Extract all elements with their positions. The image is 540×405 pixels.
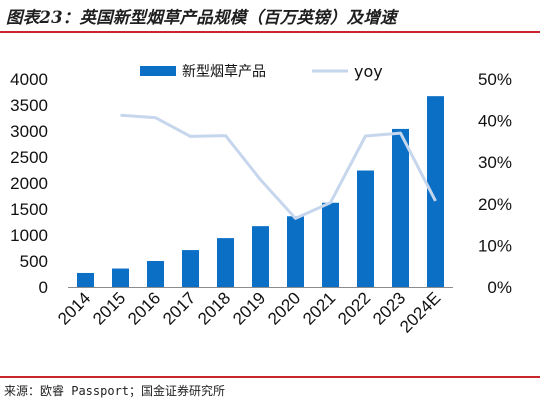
bar xyxy=(182,250,199,287)
x-tick-label: 2024E xyxy=(396,288,444,336)
right-tick-label: 20% xyxy=(478,195,512,214)
x-tick-label: 2017 xyxy=(159,288,199,328)
bar xyxy=(357,170,374,287)
right-tick-label: 0% xyxy=(487,278,512,297)
left-tick-label: 1000 xyxy=(10,226,48,245)
right-tick-label: 50% xyxy=(478,70,512,89)
x-tick-label: 2020 xyxy=(264,288,304,328)
x-tick-label: 2018 xyxy=(194,288,234,328)
bar xyxy=(287,216,304,287)
source-note: 来源：欧睿 Passport；国金证券研究所 xyxy=(4,384,226,398)
left-tick-label: 0 xyxy=(39,278,48,297)
bar xyxy=(392,128,409,287)
left-tick-label: 500 xyxy=(20,252,48,271)
legend-bar-label: 新型烟草产品 xyxy=(182,64,266,80)
left-tick-label: 2500 xyxy=(10,148,48,167)
left-tick-label: 2000 xyxy=(10,174,48,193)
x-tick-label: 2014 xyxy=(54,288,94,328)
left-tick-label: 3000 xyxy=(10,122,48,141)
bar xyxy=(77,272,94,287)
legend-line-label: yoy xyxy=(354,62,383,81)
bar xyxy=(217,238,234,287)
x-tick-label: 2022 xyxy=(334,288,374,328)
right-tick-label: 10% xyxy=(478,236,512,255)
bar-series xyxy=(77,96,444,287)
bar xyxy=(252,226,269,287)
x-tick-label: 2021 xyxy=(299,288,339,328)
legend: 新型烟草产品 yoy xyxy=(140,62,383,81)
left-tick-label: 4000 xyxy=(10,70,48,89)
legend-bar-swatch xyxy=(140,66,176,76)
right-tick-label: 30% xyxy=(478,153,512,172)
left-tick-label: 3500 xyxy=(10,96,48,115)
bar xyxy=(427,96,444,287)
left-tick-label: 1500 xyxy=(10,200,48,219)
x-axis: 2014201520162017201820192020202120222023… xyxy=(54,288,444,336)
right-axis: 0% 10% 20% 30% 40% 50% xyxy=(478,70,512,297)
x-tick-label: 2019 xyxy=(229,288,269,328)
right-tick-label: 40% xyxy=(478,112,512,131)
bar xyxy=(322,202,339,287)
x-tick-label: 2015 xyxy=(89,288,129,328)
line-series xyxy=(120,113,437,220)
yoy-line xyxy=(120,113,437,220)
left-axis: 0 500 1000 1500 2000 2500 3000 3500 4000 xyxy=(10,70,48,297)
footer-divider xyxy=(0,376,540,378)
bar xyxy=(147,261,164,287)
x-tick-label: 2016 xyxy=(124,288,164,328)
title-divider xyxy=(0,31,540,33)
bar xyxy=(112,268,129,287)
chart-title: 图表23：英国新型烟草产品规模（百万英镑）及增速 xyxy=(6,8,397,27)
